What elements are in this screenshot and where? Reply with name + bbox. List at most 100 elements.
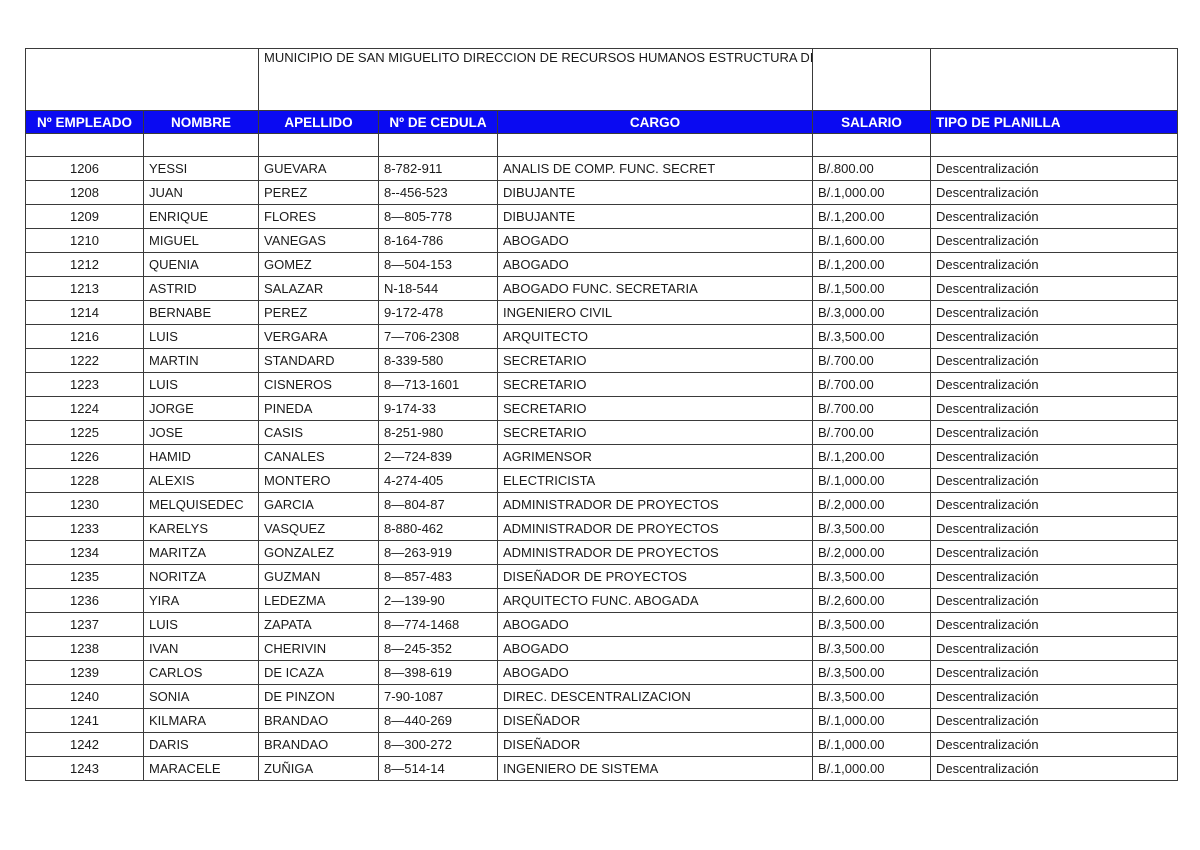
cell-num-cedula: 8-251-980 <box>378 420 498 445</box>
cell-tipo-planilla: Descentralización <box>930 564 1179 589</box>
cell-num-empleado: 1210 <box>25 228 144 253</box>
cell-salario: B/.2,000.00 <box>812 492 932 517</box>
cell-num-empleado: 1208 <box>25 180 144 205</box>
cell-nombre: MELQUISEDEC <box>143 492 259 517</box>
cell-nombre: BERNABE <box>143 300 259 325</box>
table-row: 1230 MELQUISEDEC GARCIA 8—804-87 ADMINIS… <box>25 492 1179 517</box>
cell-num-empleado: 1222 <box>25 348 144 373</box>
cell-num-empleado: 1206 <box>25 156 144 181</box>
column-header-nombre: NOMBRE <box>143 110 259 134</box>
cell-salario: B/.700.00 <box>812 348 932 373</box>
cell-apellido: CASIS <box>258 420 379 445</box>
cell-cargo: SECRETARIO <box>496 372 814 397</box>
cell-tipo-planilla: Descentralización <box>930 444 1179 469</box>
cell-tipo-planilla: Descentralización <box>930 492 1179 517</box>
cell-num-empleado: 1225 <box>25 420 144 445</box>
cell-num-empleado: 1230 <box>25 492 144 517</box>
cell-cargo: ABOGADO <box>496 228 814 253</box>
personnel-table: MUNICIPIO DE SAN MIGUELITO DIRECCION DE … <box>25 48 1179 781</box>
cell-nombre: JUAN <box>143 180 259 205</box>
cell-salario: B/.1,200.00 <box>812 252 932 277</box>
table-row: 1208 JUAN PEREZ 8--456-523 DIBUJANTE B/.… <box>25 180 1179 205</box>
title-right-blank-cell-1 <box>812 48 932 111</box>
cell-tipo-planilla: Descentralización <box>930 372 1179 397</box>
report-title: MUNICIPIO DE SAN MIGUELITO DIRECCION DE … <box>257 48 814 111</box>
cell-tipo-planilla: Descentralización <box>930 252 1179 277</box>
cell-tipo-planilla: Descentralización <box>930 732 1179 757</box>
table-row: 1206 YESSI GUEVARA 8-782-911 ANALIS DE C… <box>25 156 1179 181</box>
table-row: 1240 SONIA DE PINZON 7-90-1087 DIREC. DE… <box>25 684 1179 709</box>
cell-apellido: VERGARA <box>258 324 379 349</box>
cell-apellido: FLORES <box>258 204 379 229</box>
cell-num-cedula: 8-164-786 <box>378 228 498 253</box>
cell-salario: B/.1,000.00 <box>812 468 932 493</box>
cell-num-cedula: 8—514-14 <box>378 756 498 781</box>
cell-salario: B/.3,500.00 <box>812 564 932 589</box>
cell-salario: B/.3,500.00 <box>812 660 932 685</box>
cell-tipo-planilla: Descentralización <box>930 180 1179 205</box>
cell-apellido: LEDEZMA <box>258 588 379 613</box>
cell-num-empleado: 1234 <box>25 540 144 565</box>
table-row: 1222 MARTIN STANDARD 8-339-580 SECRETARI… <box>25 348 1179 373</box>
cell-tipo-planilla: Descentralización <box>930 612 1179 637</box>
cell-tipo-planilla: Descentralización <box>930 228 1179 253</box>
cell-tipo-planilla: Descentralización <box>930 708 1179 733</box>
cell-tipo-planilla: Descentralización <box>930 468 1179 493</box>
table-row: 1224 JORGE PINEDA 9-174-33 SECRETARIO B/… <box>25 396 1179 421</box>
cell-cargo: DIREC. DESCENTRALIZACION <box>496 684 814 709</box>
cell-num-empleado: 1241 <box>25 708 144 733</box>
cell-num-empleado: 1233 <box>25 516 144 541</box>
table-row: 1235 NORITZA GUZMAN 8—857-483 DISEÑADOR … <box>25 564 1179 589</box>
column-header-salario: SALARIO <box>812 110 932 134</box>
table-row: 1242 DARIS BRANDAO 8—300-272 DISEÑADOR B… <box>25 732 1179 757</box>
column-header-num-cedula: Nº DE CEDULA <box>378 110 498 134</box>
cell-num-cedula: 8—713-1601 <box>378 372 498 397</box>
cell-cargo: DISEÑADOR <box>496 732 814 757</box>
cell-salario: B/.3,500.00 <box>812 684 932 709</box>
cell-nombre: MARTIN <box>143 348 259 373</box>
cell-salario: B/.1,000.00 <box>812 756 932 781</box>
table-row: 1216 LUIS VERGARA 7—706-2308 ARQUITECTO … <box>25 324 1179 349</box>
cell-apellido: GARCIA <box>258 492 379 517</box>
table-body: 1206 YESSI GUEVARA 8-782-911 ANALIS DE C… <box>25 156 1179 781</box>
cell-tipo-planilla: Descentralización <box>930 324 1179 349</box>
cell-apellido: VANEGAS <box>258 228 379 253</box>
cell-tipo-planilla: Descentralización <box>930 756 1179 781</box>
cell-apellido: GUZMAN <box>258 564 379 589</box>
table-row: 1225 JOSE CASIS 8-251-980 SECRETARIO B/.… <box>25 420 1179 445</box>
cell-apellido: GOMEZ <box>258 252 379 277</box>
column-header-apellido: APELLIDO <box>258 110 379 134</box>
cell-num-cedula: 8—774-1468 <box>378 612 498 637</box>
cell-num-empleado: 1213 <box>25 276 144 301</box>
cell-cargo: ELECTRICISTA <box>496 468 814 493</box>
cell-num-cedula: 8--456-523 <box>378 180 498 205</box>
cell-tipo-planilla: Descentralización <box>930 396 1179 421</box>
cell-apellido: DE PINZON <box>258 684 379 709</box>
cell-num-cedula: 2—139-90 <box>378 588 498 613</box>
cell-cargo: ADMINISTRADOR DE PROYECTOS <box>496 492 814 517</box>
cell-nombre: ASTRID <box>143 276 259 301</box>
cell-cargo: ABOGADO <box>496 252 814 277</box>
table-row: 1223 LUIS CISNEROS 8—713-1601 SECRETARIO… <box>25 372 1179 397</box>
cell-nombre: LUIS <box>143 372 259 397</box>
column-header-num-empleado: Nº EMPLEADO <box>25 110 144 134</box>
cell-cargo: AGRIMENSOR <box>496 444 814 469</box>
title-right-blank-cell-2 <box>930 48 1179 111</box>
cell-num-cedula: 8-339-580 <box>378 348 498 373</box>
cell-num-cedula: 9-174-33 <box>378 396 498 421</box>
table-row: 1228 ALEXIS MONTERO 4-274-405 ELECTRICIS… <box>25 468 1179 493</box>
cell-salario: B/.1,200.00 <box>812 204 932 229</box>
cell-tipo-planilla: Descentralización <box>930 540 1179 565</box>
cell-nombre: IVAN <box>143 636 259 661</box>
cell-nombre: ALEXIS <box>143 468 259 493</box>
cell-salario: B/.3,500.00 <box>812 324 932 349</box>
cell-apellido: MONTERO <box>258 468 379 493</box>
cell-cargo: ABOGADO <box>496 612 814 637</box>
cell-apellido: STANDARD <box>258 348 379 373</box>
cell-nombre: YIRA <box>143 588 259 613</box>
cell-cargo: ABOGADO <box>496 660 814 685</box>
cell-salario: B/.1,200.00 <box>812 444 932 469</box>
cell-salario: B/.1,500.00 <box>812 276 932 301</box>
cell-num-empleado: 1243 <box>25 756 144 781</box>
